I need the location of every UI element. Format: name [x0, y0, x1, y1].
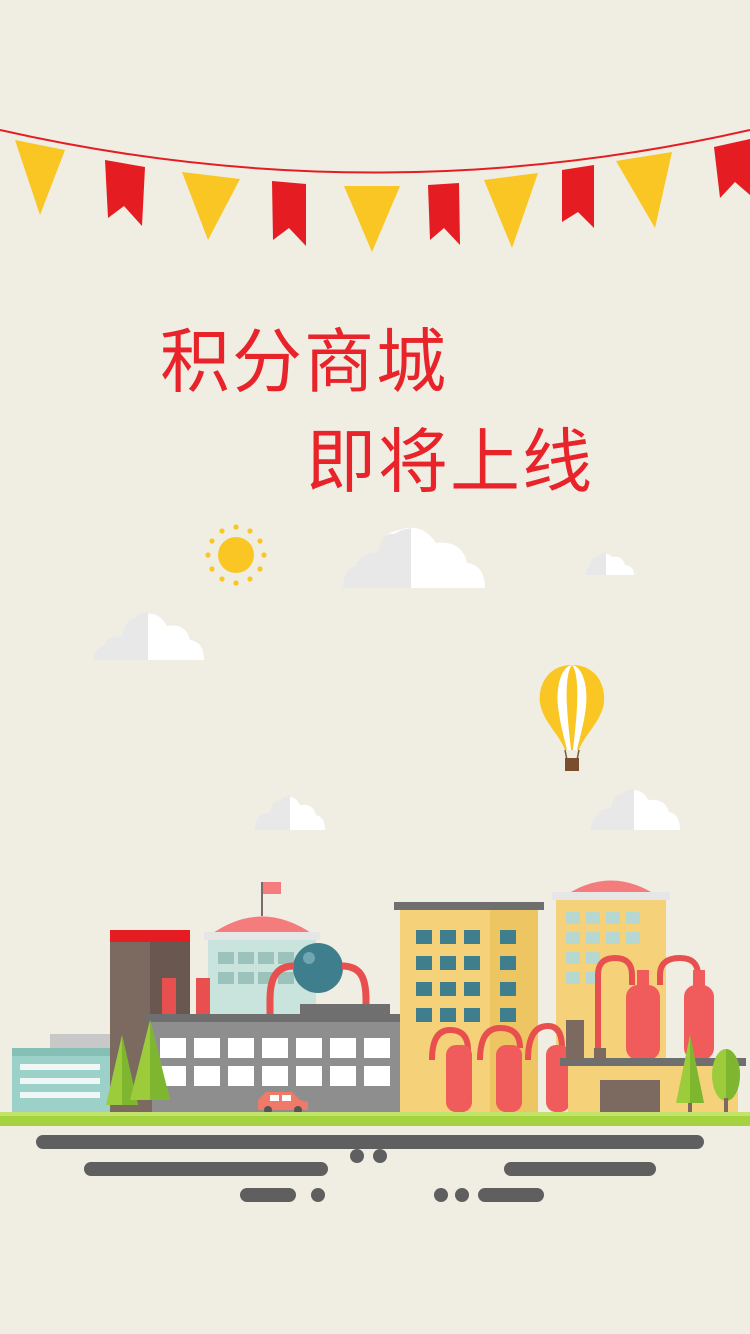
headline-coming-soon: 即将上线	[306, 421, 594, 503]
road-illustration	[36, 1135, 704, 1202]
hot-air-balloon-icon	[539, 665, 605, 771]
cloud-icon	[93, 612, 204, 660]
headline-points-mall: 积分商城	[160, 321, 448, 403]
bunting-flags-icon	[0, 129, 750, 252]
cloud-icon	[586, 552, 634, 575]
cloud-icon	[590, 789, 680, 830]
city-skyline-illustration	[0, 880, 750, 1126]
cloud-icon	[343, 527, 485, 588]
sun-icon	[205, 524, 267, 586]
cloud-icon	[254, 795, 325, 830]
